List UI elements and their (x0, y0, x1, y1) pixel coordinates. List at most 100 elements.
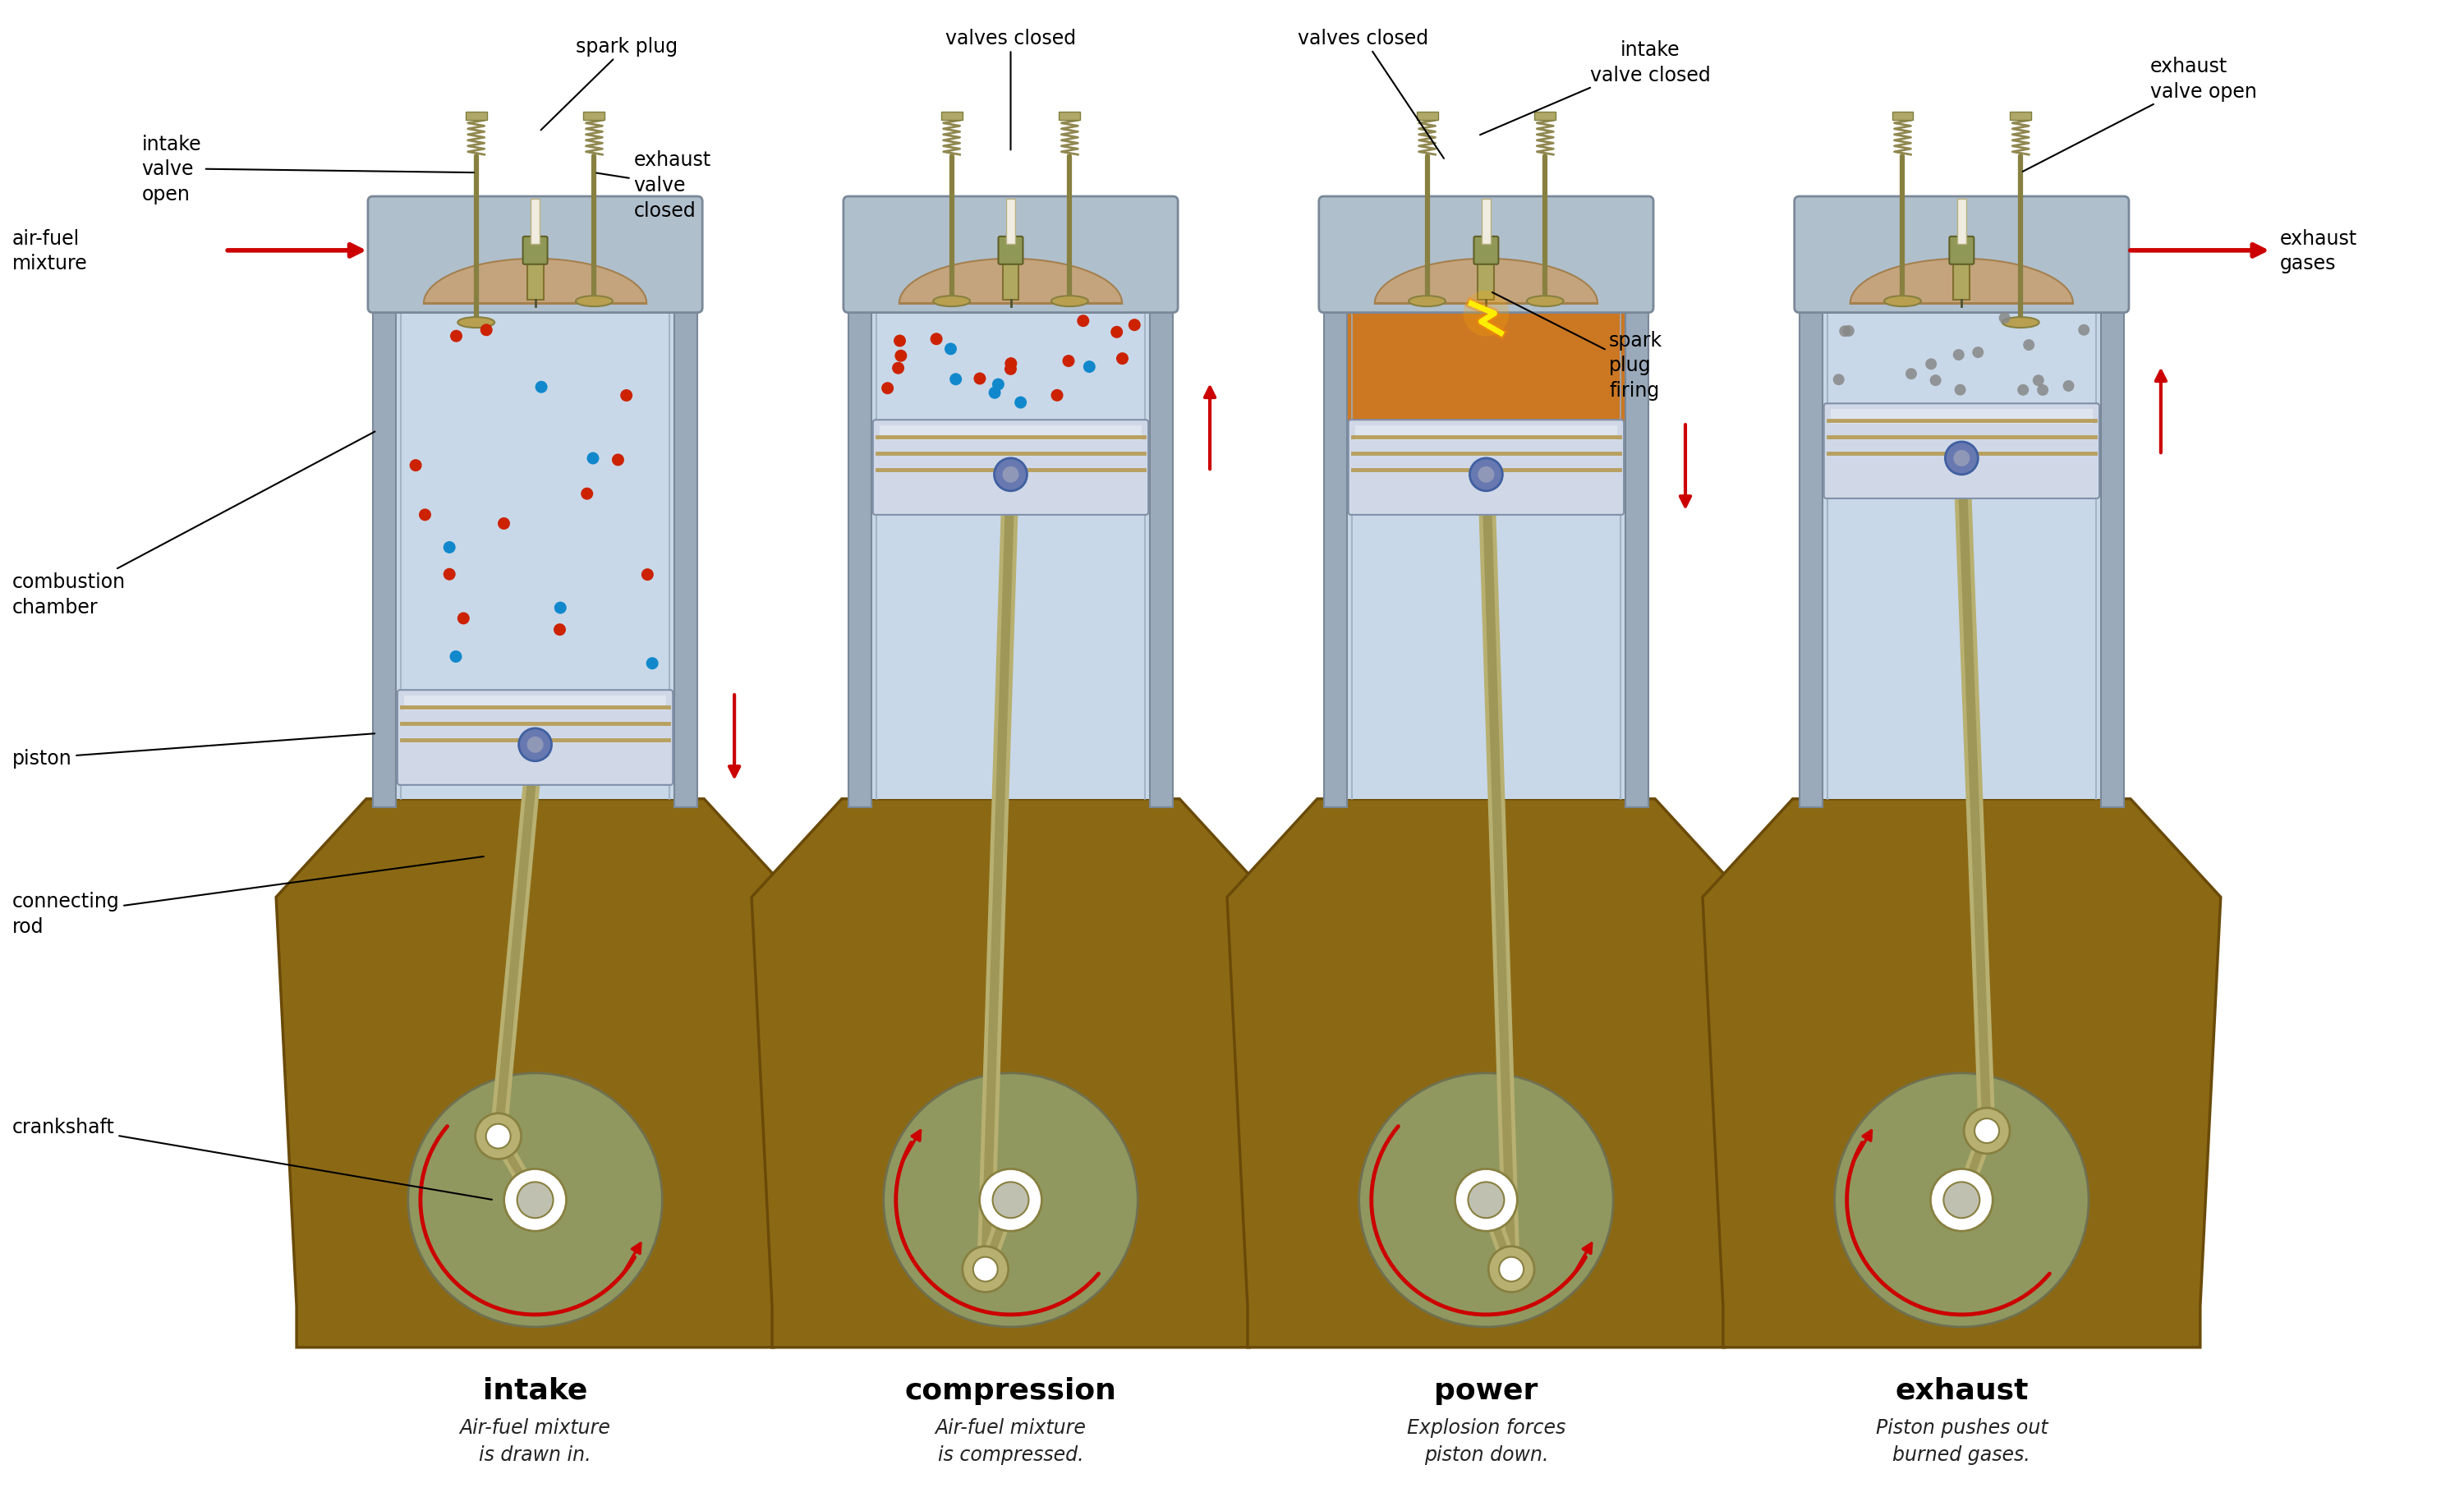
Circle shape (892, 362, 904, 374)
Circle shape (1836, 1073, 2089, 1326)
Bar (1956, 199, 1966, 244)
Circle shape (1838, 326, 1850, 337)
Circle shape (1129, 319, 1141, 332)
Circle shape (1843, 326, 1855, 337)
FancyBboxPatch shape (367, 198, 702, 313)
Polygon shape (1227, 799, 1745, 1347)
Text: combustion
chamber: combustion chamber (12, 433, 375, 617)
Bar (584, 112, 604, 121)
Ellipse shape (1885, 296, 1922, 307)
Circle shape (641, 569, 653, 581)
Text: spark plug: spark plug (542, 36, 678, 130)
Circle shape (993, 1183, 1027, 1219)
FancyBboxPatch shape (998, 237, 1023, 265)
Bar (1799, 299, 1823, 807)
Circle shape (1488, 1247, 1535, 1292)
Bar (872, 308, 1151, 799)
Circle shape (517, 1183, 554, 1219)
Text: exhaust
gases: exhaust gases (2279, 229, 2358, 274)
Bar (1535, 112, 1555, 121)
Text: crankshaft: crankshaft (12, 1117, 493, 1199)
Bar (404, 696, 665, 711)
Text: exhaust
valve open: exhaust valve open (2023, 57, 2257, 172)
Ellipse shape (1409, 296, 1446, 307)
Circle shape (1005, 364, 1018, 376)
Circle shape (621, 389, 633, 403)
Circle shape (1954, 451, 1969, 467)
FancyBboxPatch shape (1823, 404, 2099, 499)
Circle shape (981, 1169, 1042, 1231)
Text: intake
valve closed: intake valve closed (1481, 40, 1710, 136)
Circle shape (527, 737, 545, 753)
Text: Air-fuel mixture
is compressed.: Air-fuel mixture is compressed. (936, 1418, 1087, 1464)
Ellipse shape (934, 296, 971, 307)
Bar (1823, 308, 2102, 799)
Circle shape (451, 331, 463, 343)
Text: Piston pushes out
burned gases.: Piston pushes out burned gases. (1875, 1418, 2048, 1464)
Circle shape (1454, 1169, 1518, 1231)
Circle shape (476, 1114, 522, 1159)
Circle shape (1111, 326, 1124, 338)
Circle shape (1998, 313, 2011, 325)
Bar (397, 308, 675, 799)
Circle shape (1833, 374, 1846, 386)
Bar (1060, 112, 1079, 121)
Polygon shape (899, 259, 1121, 304)
Text: valves closed: valves closed (1299, 28, 1444, 159)
Circle shape (451, 651, 463, 663)
Circle shape (1062, 355, 1074, 368)
Bar (1478, 254, 1493, 299)
Text: exhaust
valve
closed: exhaust valve closed (596, 151, 712, 220)
Bar (527, 254, 545, 299)
Bar (1417, 112, 1439, 121)
Circle shape (1944, 1183, 1979, 1219)
Circle shape (2023, 340, 2035, 352)
Circle shape (1003, 467, 1018, 484)
Bar (1151, 299, 1173, 807)
Circle shape (973, 373, 986, 385)
Circle shape (1944, 442, 1979, 475)
Circle shape (988, 388, 1000, 400)
Bar (530, 199, 540, 244)
Circle shape (995, 458, 1027, 491)
Circle shape (1924, 359, 1937, 370)
Text: exhaust: exhaust (1895, 1376, 2028, 1404)
Polygon shape (752, 799, 1269, 1347)
Bar (1831, 410, 2092, 425)
Ellipse shape (577, 296, 614, 307)
Circle shape (885, 1073, 1138, 1326)
Circle shape (2033, 376, 2045, 386)
Circle shape (444, 569, 456, 581)
Circle shape (458, 612, 471, 624)
Circle shape (1084, 361, 1096, 373)
Circle shape (1964, 1108, 2011, 1154)
Bar (848, 299, 872, 807)
Circle shape (611, 454, 623, 467)
Bar (372, 299, 397, 807)
Circle shape (882, 383, 894, 395)
Ellipse shape (458, 317, 495, 328)
Polygon shape (1850, 259, 2072, 304)
Bar (880, 427, 1141, 440)
Text: piston: piston (12, 734, 375, 768)
Polygon shape (276, 799, 793, 1347)
Circle shape (586, 452, 599, 466)
Circle shape (554, 624, 567, 636)
Bar (675, 299, 697, 807)
Circle shape (1498, 1257, 1523, 1281)
Bar (941, 112, 963, 121)
Bar (1481, 199, 1491, 244)
Circle shape (1469, 1183, 1503, 1219)
Bar (2011, 112, 2030, 121)
Circle shape (505, 1169, 567, 1231)
Circle shape (2062, 380, 2075, 392)
Circle shape (535, 382, 547, 394)
Bar (1892, 112, 1912, 121)
Circle shape (1905, 368, 1917, 380)
Bar (2102, 299, 2124, 807)
Bar (1323, 299, 1348, 807)
Circle shape (993, 379, 1005, 391)
Text: intake: intake (483, 1376, 586, 1404)
Circle shape (1015, 397, 1027, 409)
Polygon shape (1703, 799, 2220, 1347)
